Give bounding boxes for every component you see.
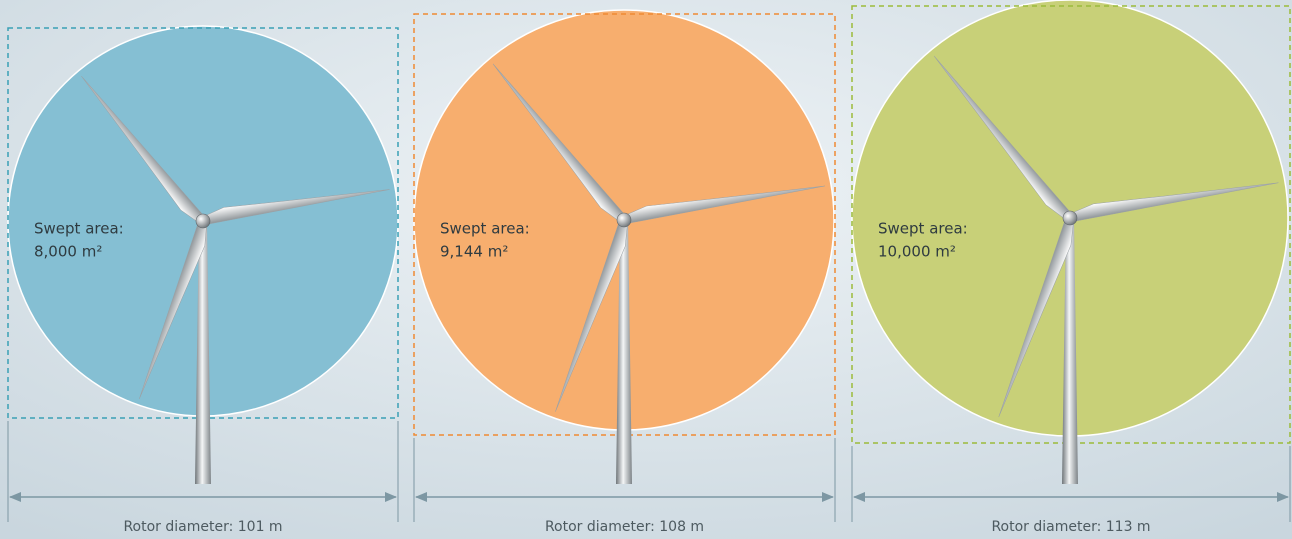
hub <box>1063 211 1077 225</box>
turbine-comparison: Swept area: 8,000 m² Rotor diameter: 101 m… <box>0 0 1292 539</box>
hub <box>196 214 210 228</box>
rotor-diameter: Rotor diameter: 113 m <box>991 519 1150 535</box>
hub <box>617 213 631 227</box>
swept-area-label: Swept area: <box>440 220 530 238</box>
rotor-diameter: Rotor diameter: 101 m <box>123 519 282 535</box>
swept-area-label: Swept area: <box>878 220 968 238</box>
swept-area-value: 8,000 m² <box>34 243 102 261</box>
swept-area-value: 9,144 m² <box>440 243 508 261</box>
swept-area-label: Swept area: <box>34 220 124 238</box>
rotor-diameter: Rotor diameter: 108 m <box>545 519 704 535</box>
swept-area-value: 10,000 m² <box>878 243 956 261</box>
